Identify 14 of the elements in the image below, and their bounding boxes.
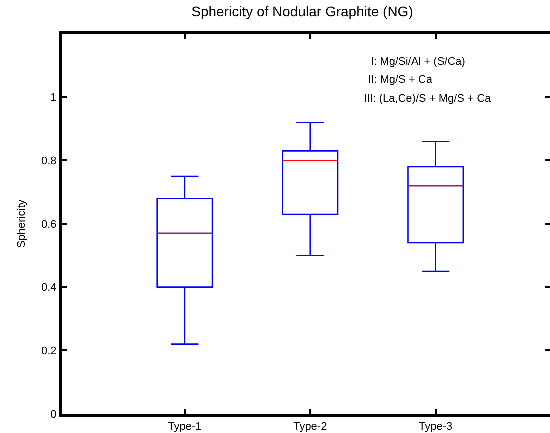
chart-title: Sphericity of Nodular Graphite (NG) (192, 3, 414, 20)
y-tick-label: 0.6 (42, 218, 57, 231)
x-tick-label: Type-2 (294, 421, 328, 433)
x-tick-label: Type-3 (419, 421, 453, 433)
y-axis-title: Sphericity (16, 199, 28, 248)
y-tick-label: 0.4 (42, 282, 57, 294)
annotation: II: Mg/S + Ca (368, 74, 434, 86)
y-tick-label: 0 (50, 408, 57, 421)
x-tick-label: Type-1 (168, 421, 202, 433)
y-tick-label: 0.2 (42, 346, 57, 358)
y-tick-label: 1 (50, 92, 57, 104)
y-tick-label: 0.8 (42, 156, 57, 168)
annotation: III: (La,Ce)/S + Mg/S + Ca (364, 93, 492, 105)
annotation: I: Mg/Si/Al + (S/Ca) (371, 56, 466, 68)
